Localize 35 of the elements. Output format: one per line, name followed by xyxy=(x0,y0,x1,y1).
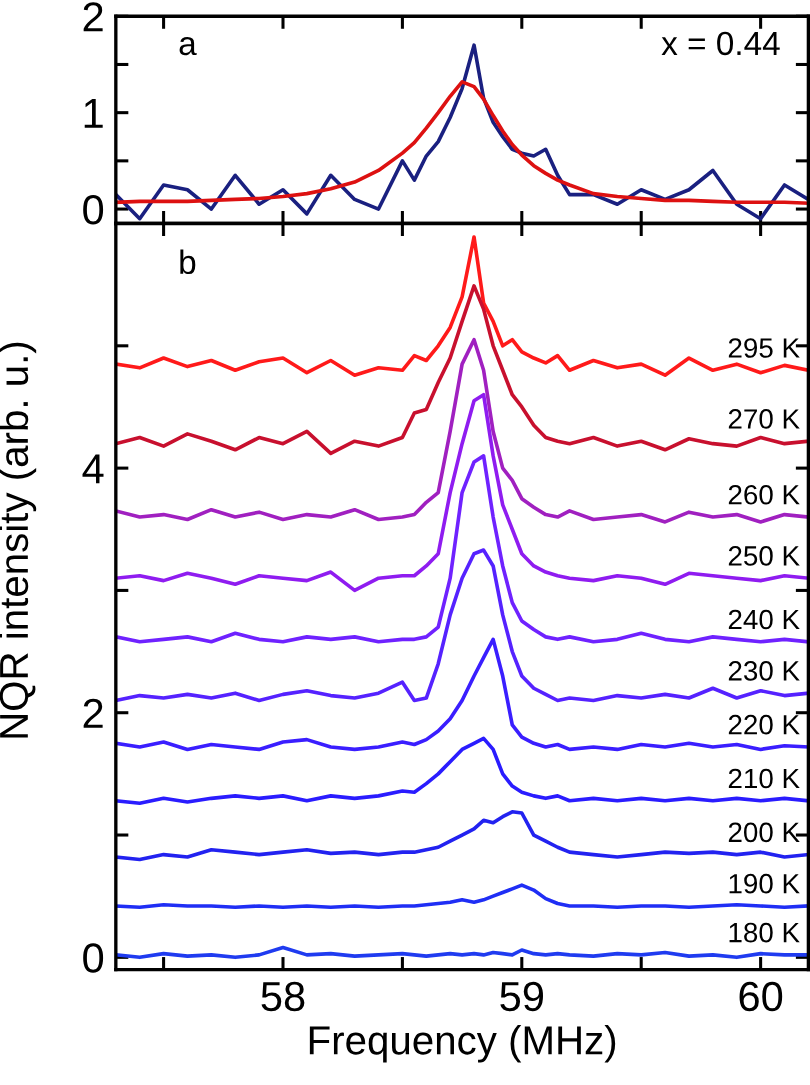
y-tick-label: 2 xyxy=(83,2,103,32)
line-series xyxy=(115,454,809,644)
series-label: 210 K xyxy=(728,768,800,789)
line-series xyxy=(115,548,809,703)
series-label: 260 K xyxy=(728,484,800,505)
y-tick-label: 1 xyxy=(84,99,103,128)
annotation: x = 0.44 xyxy=(661,31,780,56)
annotation: a xyxy=(179,37,197,56)
line-series xyxy=(115,80,809,206)
line-series xyxy=(115,809,809,862)
x-tick-label: 60 xyxy=(739,981,783,1012)
line-series xyxy=(115,284,809,456)
x-tick-label: 58 xyxy=(261,981,305,1012)
line-series xyxy=(115,945,809,960)
y-tick-label: 0 xyxy=(83,195,104,225)
annotation: b xyxy=(180,249,196,275)
line-series xyxy=(115,637,809,752)
line-series xyxy=(115,235,809,377)
x-tick-label: 59 xyxy=(500,981,544,1012)
x-axis-title: Frequency (MHz) xyxy=(309,1025,616,1063)
series-label: 200 K xyxy=(728,822,800,843)
series-label: 240 K xyxy=(728,609,800,630)
series-label: 230 K xyxy=(728,661,800,681)
line-series xyxy=(115,736,809,806)
series-label: 270 K xyxy=(728,409,800,429)
series-label: 220 K xyxy=(728,714,800,735)
series-label: 250 K xyxy=(728,546,800,566)
y-tick-label: 4 xyxy=(82,454,104,484)
series-label: 295 K xyxy=(728,338,800,358)
line-series xyxy=(115,337,809,524)
series-label: 180 K xyxy=(729,922,800,943)
y-tick-label: 0 xyxy=(83,943,104,973)
line-series xyxy=(115,392,809,593)
series-label: 190 K xyxy=(729,873,800,894)
y-tick-label: 2 xyxy=(83,698,103,728)
